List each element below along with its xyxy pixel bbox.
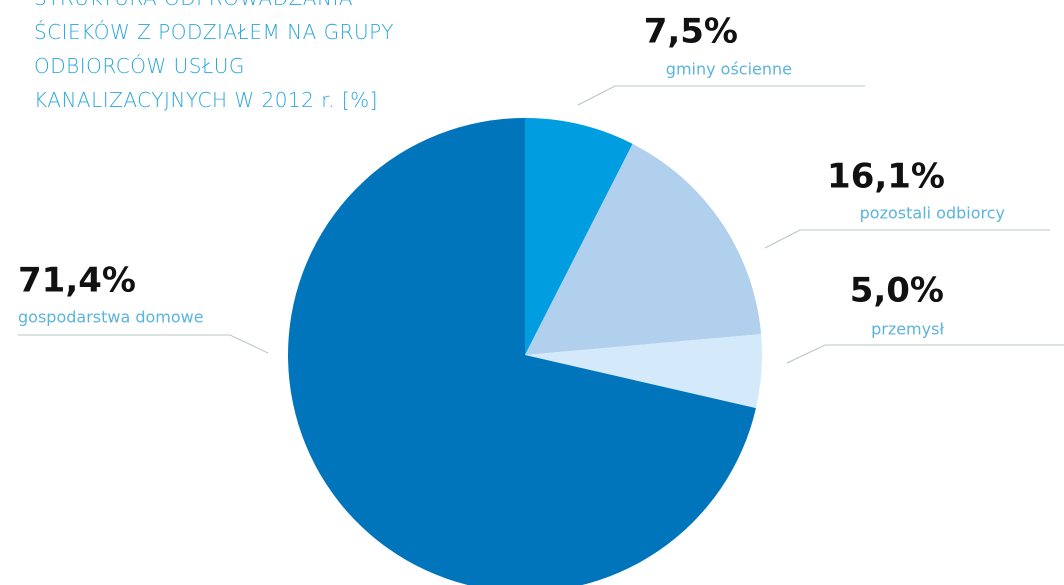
category-label: przemysł [871, 320, 944, 339]
category-label: pozostali odbiorcy [860, 204, 1005, 223]
pie-slice [288, 118, 756, 585]
value-label: 16,1% [827, 157, 945, 197]
value-label: 7,5% [644, 12, 738, 52]
pie-slice [525, 334, 762, 409]
leader-line [786, 344, 1064, 364]
leader-line [577, 85, 865, 106]
leader-line [764, 229, 1050, 249]
leader-line [18, 334, 269, 354]
pie-slice [525, 143, 762, 355]
value-label: 5,0% [850, 271, 944, 311]
value-label: 71,4% [18, 261, 136, 301]
category-label: gospodarstwa domowe [18, 308, 204, 327]
chart-title: STRUKTURA ODPROWADZANIA ŚCIEKÓW Z PODZIA… [34, 0, 394, 112]
category-label: gminy ościenne [666, 60, 792, 79]
pie-slice [525, 118, 633, 355]
